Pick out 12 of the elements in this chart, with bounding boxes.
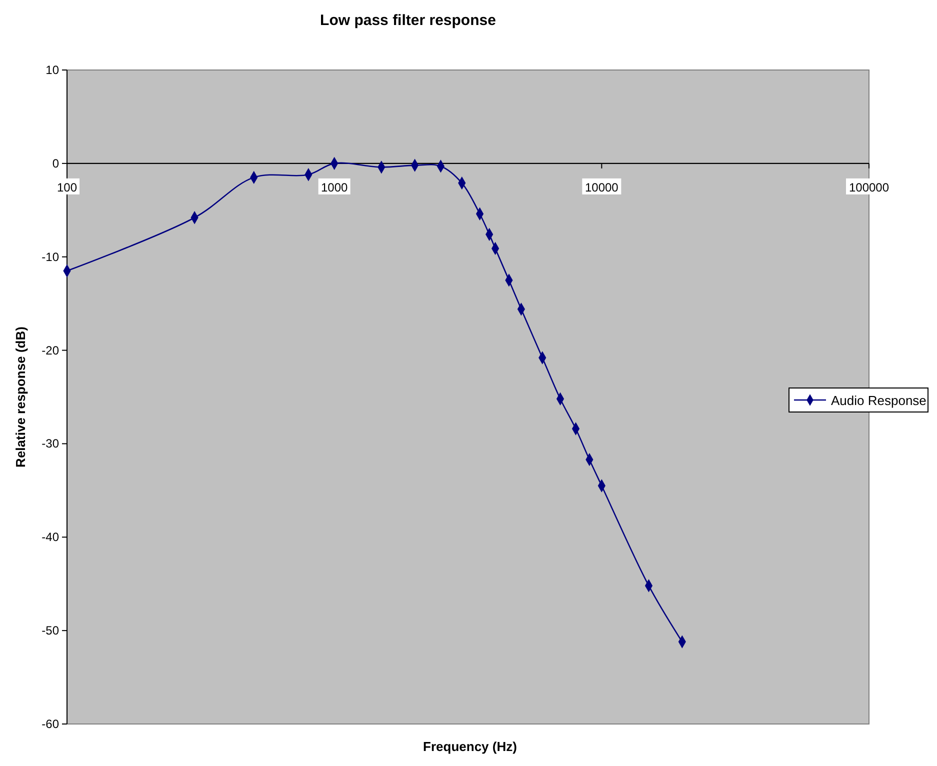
y-tick-label: -10	[42, 250, 60, 264]
y-tick-label: -50	[42, 624, 60, 638]
y-tick-label: 10	[46, 63, 60, 77]
y-axis-title: Relative response (dB)	[13, 326, 28, 468]
legend-label: Audio Response	[831, 393, 926, 408]
y-tick-label: -30	[42, 436, 60, 451]
chart-title: Low pass filter response	[320, 12, 496, 29]
y-tick-label: -60	[42, 717, 60, 731]
x-axis-title: Frequency (Hz)	[423, 739, 517, 754]
y-tick-label: 0	[52, 156, 60, 170]
y-tick-label: -40	[42, 530, 60, 544]
y-tick-label: -20	[42, 343, 60, 358]
